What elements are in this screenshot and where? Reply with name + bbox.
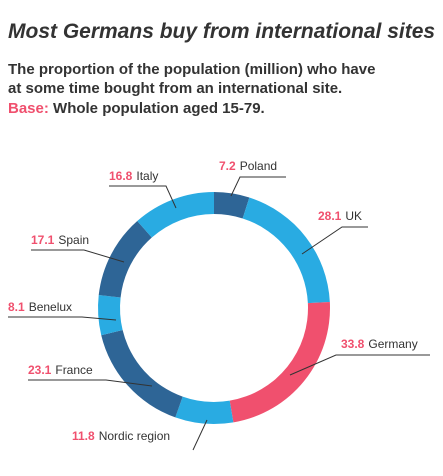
chart-title: Most Germans buy from international site… [8,20,435,43]
base-label: Base: [8,100,49,117]
slice [98,221,152,298]
leader-line [192,419,208,451]
base-text: Whole population aged 15-79. [53,100,265,117]
slice-label: 11.8 Nordic region [72,429,170,443]
category-label: France [55,363,93,377]
donut [98,192,330,424]
value-label: 23.1 [28,363,52,377]
labels: 7.2 Poland 28.1 UK 33.8 Germany 11.8 Nordic reg… [8,159,430,451]
leader-line [301,226,368,255]
slice-label: 16.8 Italy [109,169,158,183]
leader-line [28,379,153,387]
category-label: UK [345,209,362,223]
value-label: 28.1 [318,209,342,223]
category-label: Nordic region [99,429,170,443]
value-label: 33.8 [341,337,365,351]
leader-line [230,176,286,197]
leader-line [109,185,177,209]
slice [101,330,183,418]
slice-label: 23.1 France [28,363,93,377]
slice [175,396,234,424]
leader-line [31,249,125,263]
value-label: 11.8 [72,429,95,443]
value-label: 8.1 [8,300,25,314]
category-label: Spain [58,233,89,247]
slice [137,192,214,238]
subtitle: at some time bought from an internationa… [8,80,342,97]
category-label: Benelux [29,300,72,314]
base-note: Base: Whole population aged 15-79. [8,100,265,117]
value-label: 16.8 [109,169,133,183]
slice [214,192,250,219]
leader-line [8,316,117,321]
slice [242,197,330,304]
subtitle: The proportion of the population (millio… [8,61,375,78]
slice-label: 7.2 Poland [219,159,277,173]
slice [98,295,123,336]
category-label: Poland [240,159,277,173]
slice [229,302,330,423]
slice-label: 33.8 Germany [341,337,418,351]
category-label: Italy [136,169,158,183]
slice-label: 17.1 Spain [31,233,89,247]
slice-label: 28.1 UK [318,209,362,223]
value-label: 17.1 [31,233,55,247]
category-label: Germany [368,337,417,351]
value-label: 7.2 [219,159,236,173]
leader-line [289,354,430,376]
slice-label: 8.1 Benelux [8,300,72,314]
